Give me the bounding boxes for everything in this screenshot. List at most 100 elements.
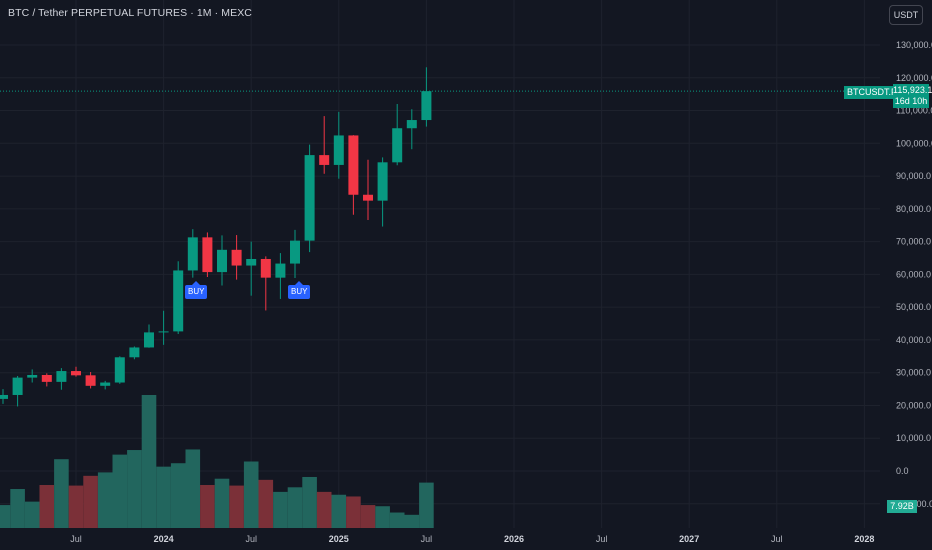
price-tick-label: 100,000.0 [896,138,932,148]
candle [0,389,8,404]
candle-body [158,331,169,333]
candle-body [275,263,286,278]
last-price-value: 115,923.1 [893,85,932,95]
currency-button[interactable]: USDT [889,5,923,25]
time-tick-label: Jul [596,534,608,544]
candle-body [260,258,271,278]
time-tick-label: 2024 [154,534,174,544]
candle [100,380,111,390]
candle [202,232,213,278]
candle [275,253,286,299]
volume-bar [10,489,25,528]
volume-bar [200,485,215,528]
candle-body [41,374,52,382]
grid-lines [0,0,880,528]
time-tick-label: Jul [771,534,783,544]
time-tick-label: 2025 [329,534,349,544]
volume-bar [346,496,361,528]
volume-bar [170,463,186,528]
candle-body [406,120,417,129]
volume-value-label: 7.92B [887,500,917,513]
price-tick-label: 70,000.0 [896,237,931,247]
candle-body [100,382,111,386]
time-tick-label: Jul [421,534,433,544]
volume-bar [258,479,274,528]
volume-bar [127,450,142,528]
candle-body [71,371,81,376]
candle [246,241,257,296]
volume-bar [375,506,390,528]
price-tick-label: 30,000.0 [896,368,931,378]
buy-signal-label[interactable]: BUY [185,281,208,299]
price-tick-label: 110,000.0 [896,106,932,116]
candle [187,229,198,278]
candle-body [202,237,213,273]
candle-body [27,374,38,378]
candle-body [231,249,242,266]
candle [304,144,315,253]
volume-bar [54,459,69,528]
candle-body [114,357,125,383]
candle-body [56,371,67,382]
volume-bar [24,501,40,528]
candle-body [173,270,184,332]
candle [290,229,300,278]
volume-bar [316,491,332,528]
time-tick-label: 2028 [854,534,874,544]
volume-bar [419,482,434,528]
candle [319,116,330,174]
price-tick-label: 60,000.0 [896,269,931,279]
candle [377,157,388,227]
price-tick-label: 80,000.0 [896,204,931,214]
candle [144,324,154,348]
candle [71,366,81,377]
candle [12,375,23,407]
candle [406,109,417,150]
candle [56,368,67,390]
candle-body [129,347,140,358]
candle-body [290,240,300,264]
volume-bar [68,485,84,528]
candle-body [187,237,198,271]
volume-bar [83,475,98,528]
candle [129,346,140,360]
volume-bar [97,472,113,528]
candle-body [144,332,154,348]
volume-bar [141,395,157,528]
volume-bar [389,512,405,528]
volume-bars [0,395,434,528]
price-tick-label: 0.0 [896,466,909,476]
price-tick-label: 40,000.0 [896,335,931,345]
candle [363,159,373,220]
volume-bar [112,454,128,528]
buy-signal-label[interactable]: BUY [288,281,311,299]
price-tick-label: 50,000.0 [896,302,931,312]
candle-body [304,155,315,241]
price-tick-label: 20,000.0 [896,400,931,410]
price-tick-label: 10,000.0 [896,433,931,443]
candle [114,356,125,384]
candle [421,67,432,127]
volume-bar [287,487,303,528]
time-axis[interactable]: Jul 2024 Jul 2025 Jul 2026 Jul 2027 Jul 2028 [70,534,874,544]
candle-body [246,258,257,266]
candle-body [85,375,96,386]
time-tick-label: Jul [70,534,82,544]
candle [158,310,169,345]
volume-bar [214,478,230,528]
volume-bar [0,505,11,528]
price-axis[interactable]: 130,000.0 120,000.0 110,000.0 100,000.0 90,0… [896,40,932,509]
candle [41,373,52,387]
candle [392,103,403,166]
candlesticks [0,67,432,407]
bar-countdown: 16d 10h [894,96,928,106]
candle-body [217,249,227,273]
volume-bar [404,514,420,528]
volume-bar [331,494,347,528]
last-price-label: 115,923.1 16d 10h [893,84,932,108]
candle-body [12,377,23,395]
candle [260,256,271,311]
volume-bar [185,449,201,528]
candle [85,372,96,389]
